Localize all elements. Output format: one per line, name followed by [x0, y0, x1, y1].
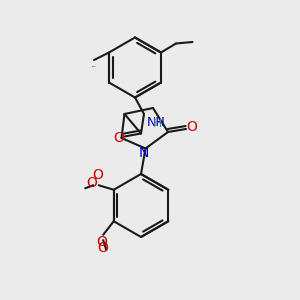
- Text: N: N: [139, 146, 149, 160]
- Text: O: O: [93, 168, 104, 182]
- Text: NH: NH: [146, 116, 165, 129]
- Text: O: O: [87, 176, 98, 190]
- Text: O: O: [96, 235, 107, 249]
- Text: O: O: [97, 241, 108, 255]
- Text: O: O: [114, 131, 124, 145]
- Text: methyl: methyl: [92, 65, 97, 67]
- Text: O: O: [187, 120, 197, 134]
- Text: H: H: [153, 117, 162, 130]
